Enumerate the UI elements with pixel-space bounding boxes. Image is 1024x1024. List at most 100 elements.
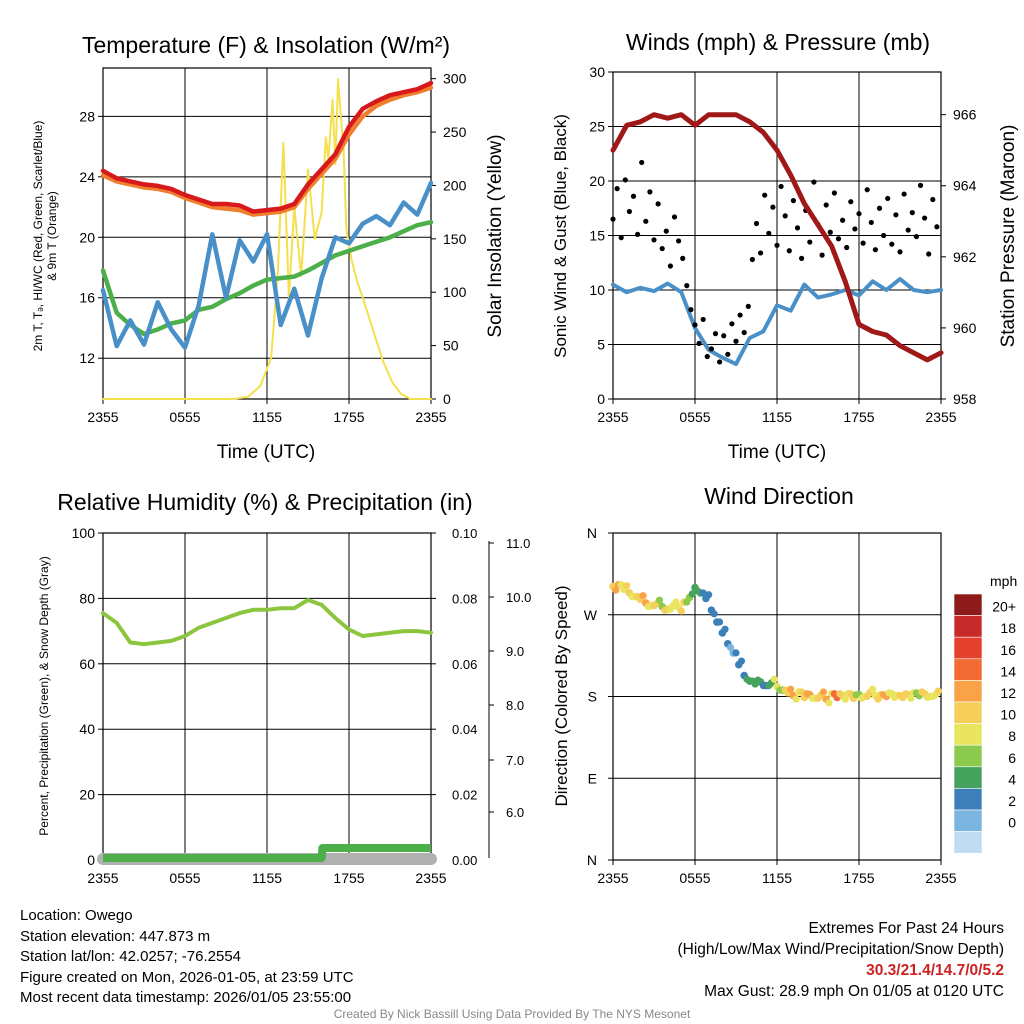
gust-point — [622, 177, 628, 183]
gust-point — [905, 227, 911, 233]
gust-point — [782, 213, 788, 219]
colorbar-title: mph — [990, 573, 1017, 589]
direction-point — [819, 688, 828, 696]
temperature-y-label-line2: & 9m T (Orange) — [45, 191, 59, 281]
y-tick-label: 12 — [79, 350, 95, 366]
gust-point — [643, 218, 649, 224]
series-pressure-line — [610, 112, 944, 363]
pressure-y-label: Station Pressure (Maroon) — [998, 125, 1019, 348]
station-location: Location: Owego — [20, 907, 133, 924]
colorbar-swatch — [953, 744, 983, 768]
gust-point — [881, 232, 887, 239]
gust-point — [799, 255, 805, 261]
gust-point — [676, 238, 682, 244]
gust-point — [876, 205, 883, 211]
colorbar-swatch — [953, 636, 983, 660]
station-info: Location: Owego Station elevation: 447.8… — [20, 906, 354, 1009]
direction-tick-label: S — [588, 689, 597, 705]
colorbar-label: 16 — [1000, 642, 1016, 658]
gust-point — [655, 201, 661, 207]
y-tick-label: 15 — [589, 228, 605, 244]
gust-point — [823, 202, 829, 208]
gust-point — [610, 216, 616, 222]
temperature-chart-title: Temperature (F) & Insolation (W/m²) — [82, 32, 450, 58]
y-right-tick-label: 958 — [953, 391, 977, 407]
gust-point — [864, 187, 870, 193]
x-tick-label: 2355 — [415, 870, 446, 886]
temperature-x-label: Time (UTC) — [217, 442, 316, 463]
colorbar-label: 18 — [1000, 620, 1016, 636]
colorbar-label: 8 — [1008, 728, 1016, 744]
gust-point — [692, 322, 698, 328]
humidity-y-label: Percent, Precipitation (Green), & Snow D… — [37, 556, 51, 835]
colorbar-label: 6 — [1008, 750, 1016, 766]
extremes-heading: Extremes For Past 24 Hours — [808, 920, 1004, 937]
y-right-tick-label: 966 — [953, 107, 977, 123]
snow-axis-label: 8.0 — [506, 698, 524, 713]
gust-point — [893, 212, 899, 218]
direction-point — [688, 590, 696, 598]
gust-point — [860, 240, 866, 246]
gust-point — [663, 228, 669, 234]
y-right-tick-label: 100 — [443, 284, 467, 300]
x-tick-label: 1755 — [843, 870, 874, 886]
precip-axis-label: 0.00 — [452, 853, 477, 868]
x-tick-label: 2355 — [597, 870, 628, 886]
gust-point — [737, 312, 743, 318]
recent-timestamp: Most recent data timestamp: 2026/01/05 2… — [20, 989, 352, 1006]
colorbar-label: 20+ — [992, 599, 1016, 615]
x-tick-label: 2355 — [87, 409, 118, 425]
precip-axis-label: 0.10 — [452, 526, 477, 541]
humidity-chart: Relative Humidity (%) & Precipitation (i… — [37, 489, 531, 886]
direction-tick-label: E — [588, 770, 597, 786]
gust-point — [725, 351, 731, 357]
gust-point — [671, 214, 678, 220]
gust-point — [684, 283, 690, 289]
wind-chart: Winds (mph) & Pressure (mb) 2355 0555 1155… — [551, 29, 1019, 463]
gust-point — [786, 248, 792, 254]
series-9m-t-line — [100, 85, 434, 217]
direction-chart-title: Wind Direction — [704, 483, 854, 509]
direction-point — [677, 607, 685, 615]
gust-point — [917, 182, 924, 188]
x-tick-label: 1155 — [252, 409, 282, 425]
snow-axis-label: 6.0 — [506, 805, 524, 820]
x-tick-label: 2355 — [415, 409, 446, 425]
x-tick-label: 2355 — [87, 870, 118, 886]
y-tick-label: 25 — [589, 119, 605, 135]
y-tick-label: 0 — [597, 391, 605, 407]
gust-point — [856, 211, 862, 217]
snow-axis-label: 9.0 — [506, 644, 524, 659]
gust-point — [835, 236, 842, 242]
snow-axis-label: 11.0 — [506, 536, 530, 551]
gust-point — [807, 239, 813, 245]
precip-axis-label: 0.02 — [452, 788, 477, 803]
extremes-legend: (High/Low/Max Wind/Precipitation/Snow De… — [677, 941, 1005, 958]
gust-point — [745, 303, 751, 309]
gust-point — [700, 316, 706, 323]
direction-point — [737, 657, 746, 665]
colorbar-swatch — [953, 723, 983, 746]
gust-point — [831, 190, 838, 196]
x-tick-label: 2355 — [925, 409, 956, 425]
max-gust: Max Gust: 28.9 mph On 01/05 at 0120 UTC — [704, 983, 1004, 1000]
x-tick-label: 2355 — [925, 870, 956, 886]
gust-point — [717, 359, 723, 365]
y-tick-label: 20 — [79, 229, 95, 245]
gust-point — [770, 204, 776, 210]
direction-y-label: Direction (Colored By Speed) — [552, 585, 571, 806]
x-tick-label: 0555 — [169, 409, 200, 425]
y-tick-label: 10 — [589, 282, 605, 298]
gust-point — [696, 340, 702, 347]
colorbar-swatch — [953, 615, 983, 638]
gust-point — [762, 192, 768, 198]
precip-axis-label: 0.06 — [452, 657, 477, 672]
x-tick-label: 2355 — [597, 409, 628, 425]
gust-point — [897, 249, 903, 255]
y-tick-label: 5 — [597, 337, 605, 353]
gust-point — [778, 183, 784, 190]
insolation-y-label: Solar Insolation (Yellow) — [485, 134, 506, 337]
gust-point — [930, 196, 936, 203]
colorbar-label: 4 — [1008, 771, 1016, 787]
colorbar-swatch — [953, 788, 983, 811]
